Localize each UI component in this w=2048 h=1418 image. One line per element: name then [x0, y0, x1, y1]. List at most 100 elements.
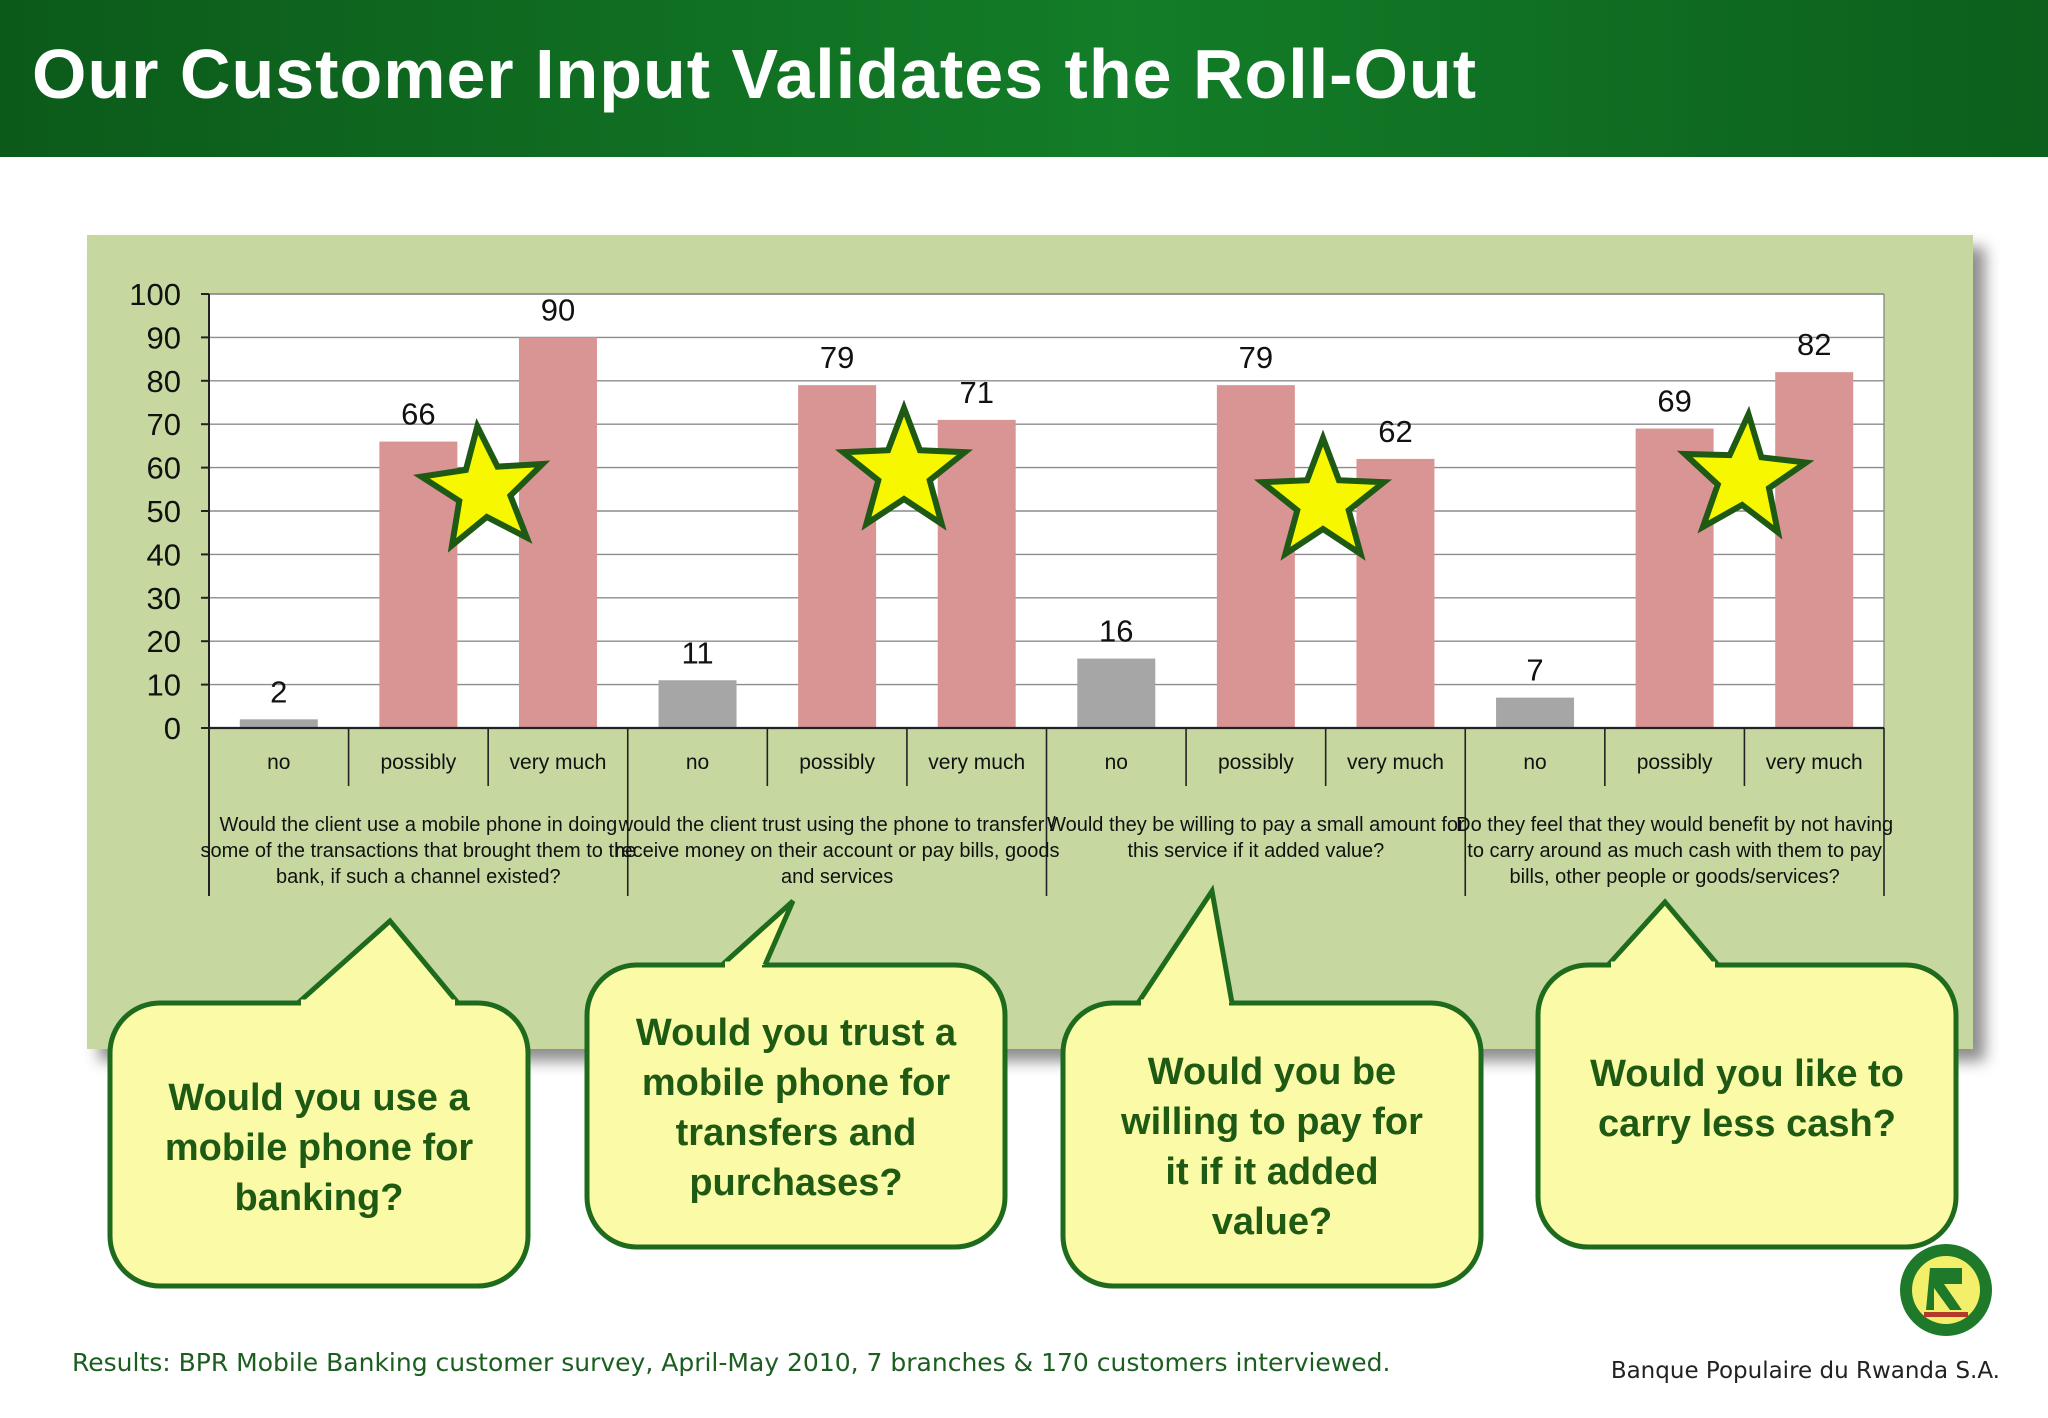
- survey-source-note: Results: BPR Mobile Banking customer sur…: [72, 1348, 1391, 1377]
- question-line: receive money on their account or pay bi…: [615, 840, 1060, 862]
- category-label: possibly: [1637, 751, 1713, 774]
- data-label: 7: [1526, 653, 1543, 688]
- question-line: would the client trust using the phone t…: [618, 814, 1056, 836]
- category-label: possibly: [799, 751, 875, 774]
- category-label: possibly: [1218, 751, 1294, 774]
- bar: [239, 719, 318, 728]
- y-tick-label: 100: [129, 277, 181, 312]
- category-label: no: [686, 751, 709, 774]
- bpr-logo-icon: [1900, 1244, 1992, 1336]
- page-title: Our Customer Input Validates the Roll-Ou…: [32, 35, 1477, 113]
- callout-line: mobile phone for: [165, 1127, 473, 1169]
- logo-bar: [1924, 1312, 1968, 1317]
- callout-tail-fill: [1138, 891, 1232, 1003]
- bar: [1635, 428, 1714, 728]
- bar: [518, 337, 597, 728]
- question-label: Would the client use a mobile phone in d…: [200, 814, 636, 888]
- data-label: 69: [1657, 384, 1691, 419]
- callout-line: carry less cash?: [1598, 1103, 1896, 1145]
- callout-bubble: Would you trust a mobile phone for transfe…: [584, 899, 1008, 1250]
- category-label: no: [1105, 751, 1128, 774]
- y-tick-label: 40: [147, 537, 181, 572]
- data-label: 62: [1378, 414, 1412, 449]
- question-line: bills, other people or goods/services?: [1510, 866, 1840, 888]
- callout-box: [1535, 962, 1959, 1250]
- category-label: no: [1523, 751, 1546, 774]
- callout-line: purchases?: [689, 1162, 902, 1204]
- question-line: some of the transactions that brought th…: [200, 840, 636, 862]
- question-line: bank, if such a channel existed?: [276, 866, 561, 888]
- question-line: Would the client use a mobile phone in d…: [220, 814, 618, 836]
- question-label: Would they be willing to pay a small amo…: [1047, 814, 1465, 862]
- y-tick-label: 80: [147, 364, 181, 399]
- callout-bubble: Would you use a mobile phone for banking?: [107, 917, 531, 1289]
- y-tick-label: 20: [147, 624, 181, 659]
- star-icon: [1676, 405, 1815, 540]
- callout-line: Would you trust a: [636, 1012, 957, 1054]
- data-label: 90: [541, 292, 575, 327]
- question-label: Do they feel that they would benefit by …: [1456, 814, 1893, 888]
- data-label: 66: [401, 397, 435, 432]
- callout-line: it if it added: [1165, 1151, 1378, 1193]
- callout-text: Would you trust a mobile phone for transfe…: [636, 1012, 957, 1204]
- callout-bubble: Would you like to carry less cash?: [1535, 898, 1959, 1250]
- category-label: possibly: [380, 751, 456, 774]
- y-tick-label: 60: [147, 451, 181, 486]
- callout-box: [1060, 1000, 1484, 1289]
- data-label: 11: [681, 635, 713, 670]
- star-icon: [413, 417, 551, 553]
- bar: [937, 419, 1016, 728]
- question-line: and services: [781, 866, 893, 888]
- data-label: 79: [1239, 340, 1273, 375]
- y-tick-label: 10: [147, 668, 181, 703]
- callout-tail-fill: [1608, 902, 1718, 965]
- bank-name: Banque Populaire du Rwanda S.A.: [1610, 1358, 2000, 1384]
- category-label: very much: [510, 751, 607, 774]
- callout-line: value?: [1212, 1201, 1332, 1243]
- bar: [1496, 697, 1575, 728]
- star-icon: [1253, 429, 1393, 561]
- y-tick-label: 70: [147, 407, 181, 442]
- category-label: very much: [1766, 751, 1863, 774]
- callout-tail: [1606, 898, 1720, 967]
- y-tick-label: 30: [147, 581, 181, 616]
- callout-line: mobile phone for: [642, 1062, 950, 1104]
- callout-tail: [720, 899, 796, 967]
- y-tick-label: 50: [147, 494, 181, 529]
- data-label: 79: [820, 340, 854, 375]
- bar: [1077, 658, 1156, 728]
- star-icon: [834, 399, 974, 531]
- callout-line: willing to pay for: [1120, 1101, 1423, 1143]
- callout-line: Would you be: [1148, 1051, 1396, 1093]
- bar: [658, 680, 737, 728]
- data-label: 16: [1099, 614, 1133, 649]
- category-label: very much: [1347, 751, 1444, 774]
- bar: [798, 385, 877, 728]
- callout-tail: [1135, 884, 1235, 1005]
- question-label: would the client trust using the phone t…: [615, 814, 1060, 888]
- question-line: Would they be willing to pay a small amo…: [1047, 814, 1465, 836]
- category-label: very much: [928, 751, 1025, 774]
- callout-line: Would you use a: [168, 1077, 470, 1119]
- question-line: this service if it added value?: [1127, 840, 1384, 862]
- callout-line: Would you like to: [1590, 1053, 1904, 1095]
- callout-text: Would you use a mobile phone for banking?: [165, 1077, 473, 1219]
- callout-bubble: Would you be willing to pay for it if it a…: [1060, 884, 1484, 1289]
- category-label: no: [267, 751, 290, 774]
- logo-mark: [1926, 1268, 1962, 1310]
- callout-line: banking?: [235, 1177, 404, 1219]
- callout-tail: [296, 917, 460, 1005]
- callout-tail-fill: [298, 921, 458, 1003]
- data-label: 71: [959, 375, 993, 410]
- callout-text: Would you be willing to pay for it if it a…: [1120, 1051, 1423, 1243]
- question-line: Do they feel that they would benefit by …: [1456, 814, 1893, 836]
- data-label: 2: [270, 674, 287, 709]
- y-tick-label: 0: [164, 711, 181, 746]
- bar: [1775, 372, 1854, 728]
- callout-line: transfers and: [676, 1112, 917, 1154]
- callout-box: [584, 962, 1008, 1250]
- bar: [1356, 458, 1435, 728]
- y-tick-label: 90: [147, 320, 181, 355]
- question-line: to carry around as much cash with them t…: [1467, 840, 1882, 862]
